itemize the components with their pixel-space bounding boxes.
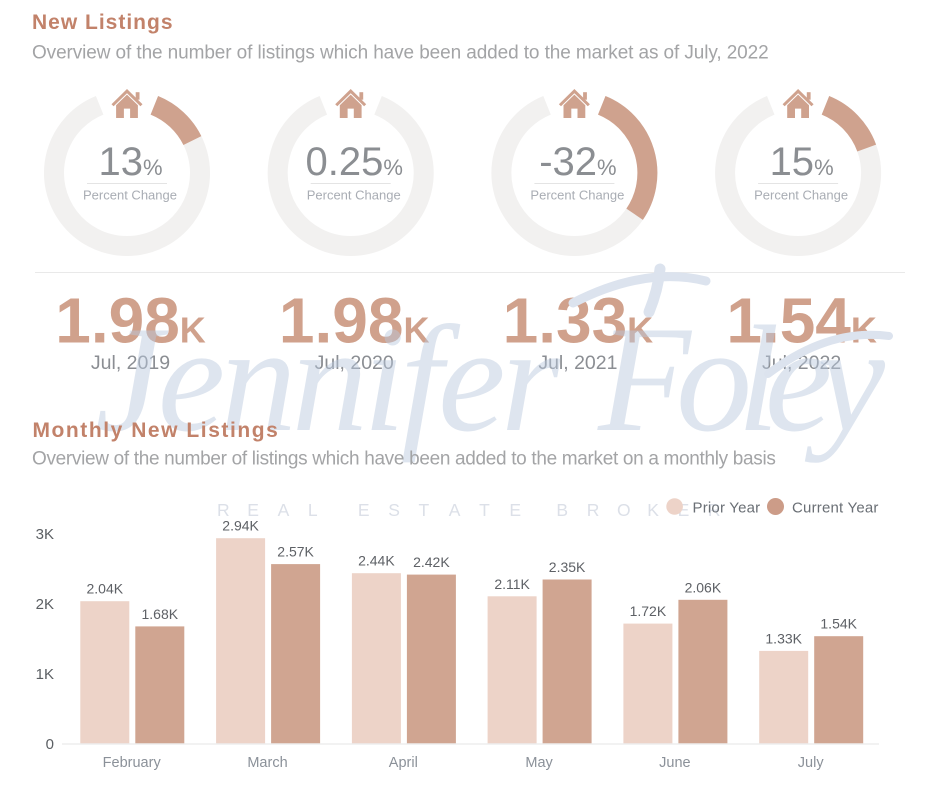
svg-text:E: E	[358, 500, 370, 520]
svg-text:Jul, 2019: Jul, 2019	[91, 352, 170, 374]
svg-text:R: R	[587, 500, 600, 520]
svg-text:2.44K: 2.44K	[358, 553, 395, 569]
svg-text:A: A	[278, 500, 290, 520]
svg-text:July: July	[798, 755, 825, 771]
svg-text:0.25%: 0.25%	[305, 140, 402, 184]
svg-text:1.54K: 1.54K	[820, 616, 857, 632]
svg-text:May: May	[525, 755, 553, 771]
svg-text:3K: 3K	[36, 526, 54, 543]
svg-text:Percent Change: Percent Change	[307, 188, 401, 203]
svg-text:2.42K: 2.42K	[413, 554, 450, 570]
svg-text:A: A	[449, 500, 461, 520]
svg-text:2.04K: 2.04K	[87, 581, 124, 597]
svg-text:February: February	[103, 755, 162, 771]
svg-text:2.06K: 2.06K	[685, 579, 722, 595]
svg-text:S: S	[388, 500, 400, 520]
svg-text:0: 0	[46, 736, 54, 753]
svg-text:Jennifer: Jennifer	[95, 295, 561, 463]
svg-text:Monthly New Listings: Monthly New Listings	[33, 419, 280, 442]
svg-text:T: T	[419, 500, 430, 520]
svg-text:Overview of the number of list: Overview of the number of listings which…	[32, 449, 776, 470]
svg-text:2.94K: 2.94K	[222, 518, 259, 534]
svg-text:-32%: -32%	[539, 140, 616, 184]
svg-text:2.11K: 2.11K	[494, 576, 530, 592]
svg-text:E: E	[678, 500, 690, 520]
svg-text:June: June	[659, 755, 690, 771]
svg-text:New Listings: New Listings	[32, 11, 174, 34]
svg-text:Percent Change: Percent Change	[83, 188, 177, 203]
svg-text:R: R	[708, 500, 721, 520]
svg-text:2.35K: 2.35K	[549, 559, 586, 575]
svg-text:Prior Year: Prior Year	[693, 500, 761, 517]
svg-text:Jul, 2020: Jul, 2020	[315, 352, 394, 374]
svg-text:13%: 13%	[98, 140, 162, 184]
svg-text:1.33K: 1.33K	[765, 630, 802, 646]
svg-text:1.68K: 1.68K	[142, 606, 179, 622]
svg-text:Foley: Foley	[597, 295, 886, 463]
svg-text:K: K	[647, 500, 659, 520]
svg-text:2.57K: 2.57K	[277, 544, 314, 560]
svg-text:March: March	[247, 755, 287, 771]
svg-text:2K: 2K	[36, 596, 54, 613]
svg-text:Overview of the number of list: Overview of the number of listings which…	[32, 43, 769, 64]
svg-text:Jul, 2021: Jul, 2021	[538, 352, 617, 374]
svg-text:O: O	[617, 500, 631, 520]
svg-text:B: B	[556, 500, 568, 520]
svg-text:E: E	[509, 500, 521, 520]
svg-text:R: R	[217, 500, 230, 520]
svg-text:E: E	[247, 500, 259, 520]
svg-text:T: T	[479, 500, 490, 520]
svg-text:Current Year: Current Year	[792, 500, 879, 517]
svg-text:1K: 1K	[36, 666, 54, 683]
svg-text:15%: 15%	[770, 140, 834, 184]
svg-text:Percent Change: Percent Change	[530, 188, 624, 203]
svg-text:April: April	[389, 755, 418, 771]
svg-text:1.72K: 1.72K	[630, 603, 667, 619]
svg-text:L: L	[308, 500, 318, 520]
svg-text:Percent Change: Percent Change	[754, 188, 848, 203]
